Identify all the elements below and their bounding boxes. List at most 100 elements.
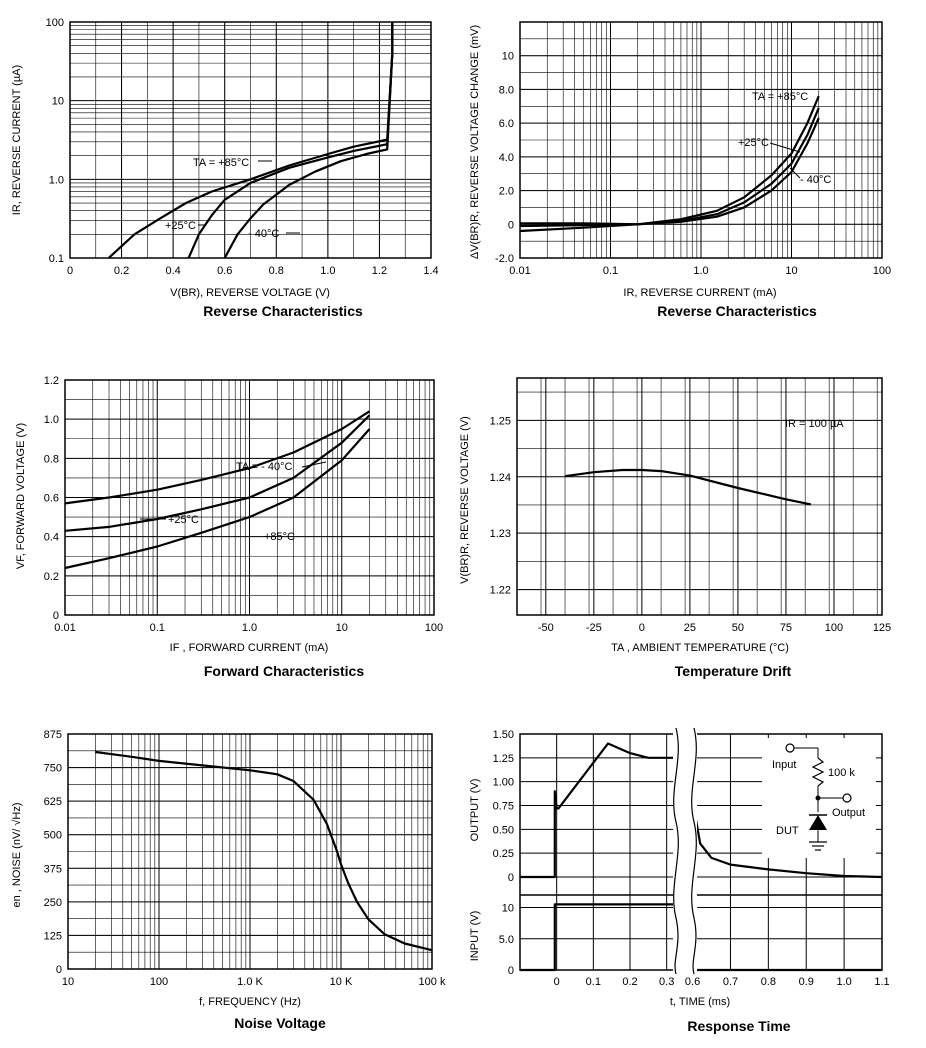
y-tick-label: 1.2 <box>44 375 59 387</box>
x-axis-label: IR, REVERSE CURRENT (mA) <box>623 287 776 299</box>
series-line-ir-100-a <box>564 468 812 506</box>
y-tick-label-output: 0.75 <box>493 801 514 813</box>
y-tick-label-output: 1.25 <box>493 753 514 765</box>
series-line-85-c <box>64 428 371 570</box>
annotation-leader <box>769 142 801 153</box>
x-tick-label: 1.0 <box>693 265 708 277</box>
y-tick-label: 0.1 <box>49 253 64 265</box>
axis-break-line-right <box>691 727 697 975</box>
series-line-noise <box>95 750 433 952</box>
series-line-25-c <box>519 107 820 228</box>
y-tick-label: 1.23 <box>490 528 511 540</box>
x-tick-label: 1.1 <box>874 976 889 988</box>
annotation-85c: +85°C <box>264 531 295 543</box>
x-tick-label: 100 <box>150 976 168 988</box>
x-tick-label: 75 <box>780 622 792 634</box>
y-tick-label: 0.4 <box>44 532 59 544</box>
series-line-25-c <box>187 22 394 259</box>
tick-labels: 0.01 0.1 1.0 10 100 -2.0 0 2.0 4.0 6.0 8.0 10 <box>495 51 891 277</box>
output-terminal <box>842 793 852 803</box>
y-tick-label: 1.22 <box>490 585 511 597</box>
x-tick-label: 0.7 <box>723 976 738 988</box>
circuit-dut-label: DUT <box>776 825 799 837</box>
x-axis-label: t, TIME (ms) <box>670 996 730 1008</box>
x-tick-label: 0 <box>67 265 73 277</box>
y-axis-label: ΔV(BR)R, REVERSE VOLTAGE CHANGE (mV) <box>469 25 481 259</box>
series-group <box>564 468 812 506</box>
plot-frame <box>519 21 883 259</box>
input-terminal <box>785 743 795 753</box>
y-tick-label: 875 <box>44 729 62 741</box>
y-tick-label: 250 <box>44 897 62 909</box>
x-axis-label: IF , FORWARD CURRENT (mA) <box>170 642 329 654</box>
x-tick-label: 1.4 <box>423 265 438 277</box>
chart-reverse-characteristics-voltage: 0 0.2 0.4 0.6 0.8 1.0 1.2 1.4 0.1 1.0 10 100 TA = +… <box>11 17 439 319</box>
series-line-ta-85-c <box>519 95 820 233</box>
series-group <box>107 22 394 259</box>
y-tick-label: 0.2 <box>44 571 59 583</box>
tick-labels: 10 100 1.0 K 10 K 100 k 0 125 250 375 500 625 750 87… <box>44 729 446 988</box>
x-tick-label: 0.1 <box>603 265 618 277</box>
annotation-25c: +25°C <box>168 514 199 526</box>
x-tick-label: 10 <box>336 622 348 634</box>
x-tick-label: 100 <box>825 622 843 634</box>
y-tick-label: 4.0 <box>499 152 514 164</box>
x-tick-label: 125 <box>873 622 891 634</box>
x-tick-label: 0.1 <box>150 622 165 634</box>
x-tick-label: 0.2 <box>622 976 637 988</box>
x-tick-label: 0.6 <box>685 976 700 988</box>
x-tick-label: 0.2 <box>114 265 129 277</box>
test-circuit-inset: Input 100 k Output DUT <box>762 738 876 858</box>
chart-title: Reverse Characteristics <box>203 303 363 319</box>
y-tick-label-output: 1.00 <box>493 777 514 789</box>
grid <box>69 21 432 259</box>
x-tick-label: 100 <box>873 265 891 277</box>
x-tick-label: 0.8 <box>761 976 776 988</box>
chart-title: Reverse Characteristics <box>657 303 817 319</box>
plot-frame <box>516 377 883 616</box>
chart-title: Response Time <box>687 1018 790 1034</box>
y-axis-label-input: INPUT (V) <box>469 911 481 962</box>
x-tick-label: 10 <box>785 265 797 277</box>
y-tick-label-input: 10 <box>502 903 514 915</box>
chart-response-time: 0 0.1 0.2 0.3 0.6 0.7 0.8 0.9 1.0 1.1 0 0.25 0.50 0.7… <box>469 727 890 1034</box>
chart-reverse-characteristics-current: 0.01 0.1 1.0 10 100 -2.0 0 2.0 4.0 6.0 8.0 10 TA = … <box>469 21 891 319</box>
annotation-minus40c: - 40°C <box>800 174 831 186</box>
chart-forward-characteristics: 0.01 0.1 1.0 10 100 0 0.2 0.4 0.6 0.8 1.0 1.2 TA = … <box>15 375 443 679</box>
y-tick-label: 0.8 <box>44 453 59 465</box>
y-tick-label: 0 <box>56 964 62 976</box>
y-tick-label: 625 <box>44 796 62 808</box>
x-tick-label: 0.01 <box>54 622 75 634</box>
annotation-ir: IR = 100 µA <box>785 418 844 430</box>
diode-triangle <box>809 815 827 830</box>
y-tick-label-input: 5.0 <box>499 934 514 946</box>
annotation-25c: +25°C <box>738 137 769 149</box>
annotation-ta-85c: TA = +85°C <box>193 157 249 169</box>
y-tick-label: 500 <box>44 830 62 842</box>
chart-title: Noise Voltage <box>234 1015 326 1031</box>
x-tick-label: 1.0 <box>320 265 335 277</box>
y-tick-label: 1.24 <box>490 472 511 484</box>
series-line-25-c <box>64 414 371 532</box>
x-tick-label: 0 <box>639 622 645 634</box>
series-line-input <box>520 903 882 972</box>
x-axis-label: f, FREQUENCY (Hz) <box>199 996 301 1008</box>
annotation-leader <box>789 167 801 179</box>
y-tick-label-output: 0.25 <box>493 848 514 860</box>
tick-labels: 0.01 0.1 1.0 10 100 0 0.2 0.4 0.6 0.8 1.0 1.2 <box>44 375 443 634</box>
y-tick-label: -2.0 <box>495 253 514 265</box>
chart-title: Temperature Drift <box>675 663 792 679</box>
series-line-40-c <box>520 117 820 226</box>
y-axis-label: V(BR)R, REVERSE VOLTAGE (V) <box>459 416 471 584</box>
resistor-symbol <box>811 757 825 787</box>
chart-temperature-drift: -50 -25 0 25 50 75 100 125 1.22 1.23 1.24 1.25 IR =… <box>459 377 892 679</box>
annotation-25c: +25°C <box>165 220 196 232</box>
plot-frame <box>519 733 883 971</box>
tick-labels: -50 -25 0 25 50 75 100 125 1.22 1.23 1.24 1.25 <box>490 415 892 634</box>
y-axis-label: VF, FORWARD VOLTAGE (V) <box>15 423 27 569</box>
y-tick-label: 0.6 <box>44 493 59 505</box>
annotation-leader <box>301 461 327 468</box>
x-tick-label: 0.1 <box>586 976 601 988</box>
tick-labels: 0 0.1 0.2 0.3 0.6 0.7 0.8 0.9 1.0 1.1 0 0.25 0.50 0.7… <box>493 729 890 988</box>
